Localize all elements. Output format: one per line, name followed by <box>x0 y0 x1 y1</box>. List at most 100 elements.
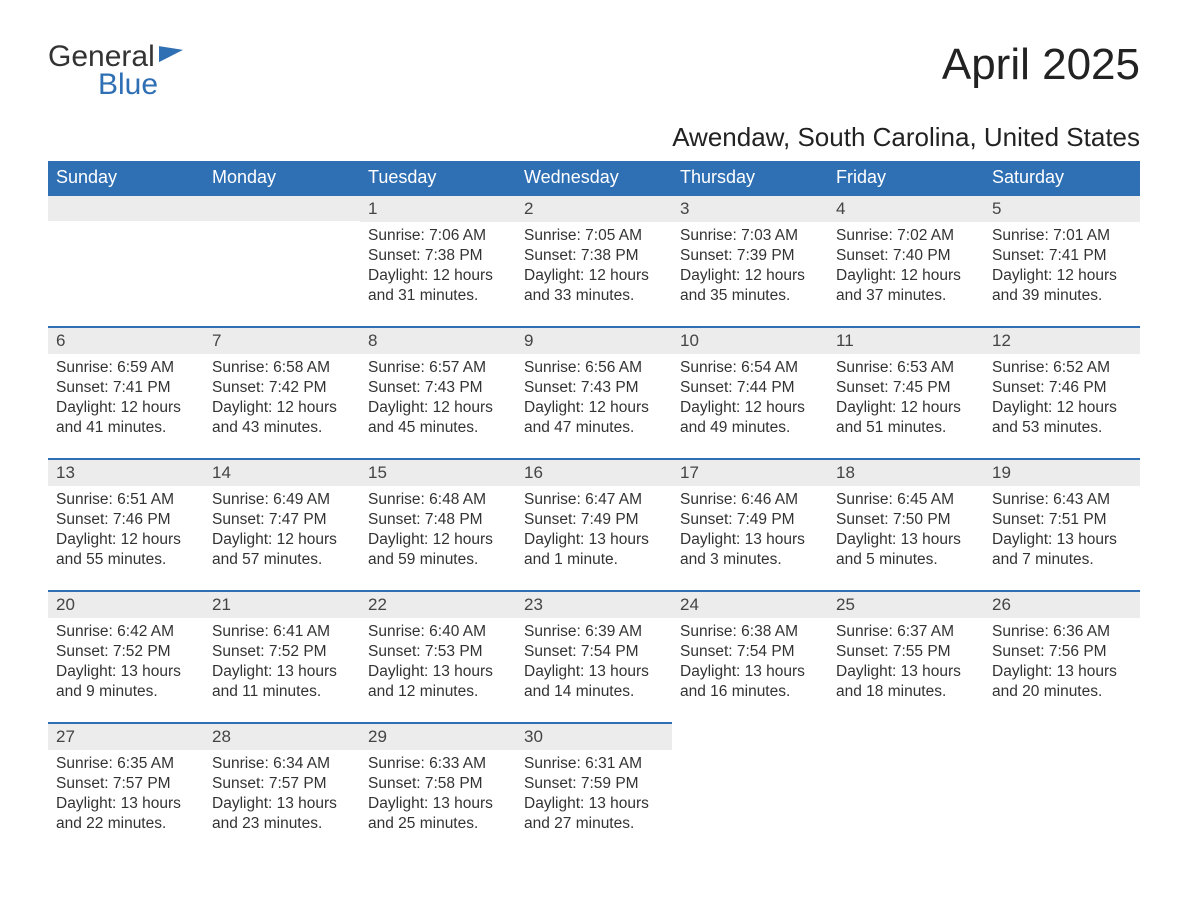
day-number: 2 <box>516 196 672 222</box>
day-info-line: Sunset: 7:57 PM <box>212 774 352 794</box>
day-info-line: Sunset: 7:52 PM <box>212 642 352 662</box>
day-number: 4 <box>828 196 984 222</box>
calendar-cell: 8Sunrise: 6:57 AMSunset: 7:43 PMDaylight… <box>360 327 516 459</box>
day-info-line: Sunset: 7:43 PM <box>524 378 664 398</box>
calendar-cell: 23Sunrise: 6:39 AMSunset: 7:54 PMDayligh… <box>516 591 672 723</box>
day-body: Sunrise: 7:02 AMSunset: 7:40 PMDaylight:… <box>828 222 984 313</box>
day-body: Sunrise: 6:53 AMSunset: 7:45 PMDaylight:… <box>828 354 984 445</box>
day-info-line: Sunset: 7:41 PM <box>56 378 196 398</box>
day-body: Sunrise: 6:31 AMSunset: 7:59 PMDaylight:… <box>516 750 672 841</box>
day-info-line: Daylight: 12 hours and 35 minutes. <box>680 266 820 306</box>
calendar-cell: 7Sunrise: 6:58 AMSunset: 7:42 PMDaylight… <box>204 327 360 459</box>
day-info-line: Sunset: 7:48 PM <box>368 510 508 530</box>
day-info-line: Daylight: 12 hours and 37 minutes. <box>836 266 976 306</box>
day-number: 25 <box>828 592 984 618</box>
day-info-line: Daylight: 13 hours and 25 minutes. <box>368 794 508 834</box>
day-info-line: Sunset: 7:45 PM <box>836 378 976 398</box>
day-info-line: Sunrise: 6:48 AM <box>368 490 508 510</box>
day-info-line: Sunrise: 6:46 AM <box>680 490 820 510</box>
day-body: Sunrise: 6:58 AMSunset: 7:42 PMDaylight:… <box>204 354 360 445</box>
day-info-line: Daylight: 13 hours and 7 minutes. <box>992 530 1132 570</box>
day-info-line: Sunrise: 6:34 AM <box>212 754 352 774</box>
calendar-cell: 30Sunrise: 6:31 AMSunset: 7:59 PMDayligh… <box>516 723 672 855</box>
calendar-cell: 10Sunrise: 6:54 AMSunset: 7:44 PMDayligh… <box>672 327 828 459</box>
day-info-line: Sunset: 7:39 PM <box>680 246 820 266</box>
day-info-line: Sunset: 7:40 PM <box>836 246 976 266</box>
day-info-line: Daylight: 12 hours and 39 minutes. <box>992 266 1132 306</box>
day-body: Sunrise: 6:47 AMSunset: 7:49 PMDaylight:… <box>516 486 672 577</box>
day-body: Sunrise: 6:40 AMSunset: 7:53 PMDaylight:… <box>360 618 516 709</box>
calendar-cell <box>204 195 360 327</box>
day-number: 13 <box>48 460 204 486</box>
day-body: Sunrise: 6:37 AMSunset: 7:55 PMDaylight:… <box>828 618 984 709</box>
calendar-cell: 1Sunrise: 7:06 AMSunset: 7:38 PMDaylight… <box>360 195 516 327</box>
day-info-line: Sunset: 7:49 PM <box>524 510 664 530</box>
page-title: April 2025 <box>942 40 1140 90</box>
calendar-cell: 9Sunrise: 6:56 AMSunset: 7:43 PMDaylight… <box>516 327 672 459</box>
day-info-line: Daylight: 13 hours and 9 minutes. <box>56 662 196 702</box>
logo: General Blue <box>48 40 183 102</box>
calendar-cell: 18Sunrise: 6:45 AMSunset: 7:50 PMDayligh… <box>828 459 984 591</box>
day-info-line: Sunrise: 7:02 AM <box>836 226 976 246</box>
day-number: 29 <box>360 724 516 750</box>
calendar-cell <box>48 195 204 327</box>
day-info-line: Daylight: 12 hours and 53 minutes. <box>992 398 1132 438</box>
calendar-cell: 4Sunrise: 7:02 AMSunset: 7:40 PMDaylight… <box>828 195 984 327</box>
day-info-line: Sunrise: 6:39 AM <box>524 622 664 642</box>
day-info-line: Sunrise: 6:31 AM <box>524 754 664 774</box>
day-number <box>672 723 828 748</box>
day-number: 24 <box>672 592 828 618</box>
day-info-line: Sunset: 7:47 PM <box>212 510 352 530</box>
day-info-line: Sunset: 7:59 PM <box>524 774 664 794</box>
day-number: 8 <box>360 328 516 354</box>
day-info-line: Sunrise: 7:06 AM <box>368 226 508 246</box>
day-body <box>48 221 204 231</box>
day-info-line: Daylight: 12 hours and 51 minutes. <box>836 398 976 438</box>
day-number: 22 <box>360 592 516 618</box>
day-number: 9 <box>516 328 672 354</box>
day-info-line: Sunrise: 6:56 AM <box>524 358 664 378</box>
day-info-line: Sunset: 7:49 PM <box>680 510 820 530</box>
day-info-line: Sunset: 7:54 PM <box>524 642 664 662</box>
calendar-cell <box>672 723 828 855</box>
day-header: Sunday <box>48 161 204 195</box>
day-number: 11 <box>828 328 984 354</box>
day-info-line: Sunset: 7:56 PM <box>992 642 1132 662</box>
day-body: Sunrise: 6:36 AMSunset: 7:56 PMDaylight:… <box>984 618 1140 709</box>
day-body: Sunrise: 6:51 AMSunset: 7:46 PMDaylight:… <box>48 486 204 577</box>
day-body <box>828 748 984 758</box>
day-info-line: Sunrise: 6:41 AM <box>212 622 352 642</box>
day-info-line: Sunset: 7:53 PM <box>368 642 508 662</box>
day-info-line: Sunrise: 6:42 AM <box>56 622 196 642</box>
day-info-line: Sunrise: 6:45 AM <box>836 490 976 510</box>
day-number: 26 <box>984 592 1140 618</box>
day-number <box>984 723 1140 748</box>
day-body: Sunrise: 6:48 AMSunset: 7:48 PMDaylight:… <box>360 486 516 577</box>
day-info-line: Sunset: 7:38 PM <box>368 246 508 266</box>
day-info-line: Sunset: 7:55 PM <box>836 642 976 662</box>
day-info-line: Sunrise: 6:57 AM <box>368 358 508 378</box>
day-body <box>984 748 1140 758</box>
day-info-line: Daylight: 12 hours and 33 minutes. <box>524 266 664 306</box>
day-info-line: Daylight: 12 hours and 55 minutes. <box>56 530 196 570</box>
day-body: Sunrise: 6:38 AMSunset: 7:54 PMDaylight:… <box>672 618 828 709</box>
day-info-line: Daylight: 13 hours and 11 minutes. <box>212 662 352 702</box>
calendar-cell: 11Sunrise: 6:53 AMSunset: 7:45 PMDayligh… <box>828 327 984 459</box>
day-info-line: Sunrise: 6:40 AM <box>368 622 508 642</box>
day-body: Sunrise: 7:05 AMSunset: 7:38 PMDaylight:… <box>516 222 672 313</box>
calendar-cell: 3Sunrise: 7:03 AMSunset: 7:39 PMDaylight… <box>672 195 828 327</box>
calendar-cell: 27Sunrise: 6:35 AMSunset: 7:57 PMDayligh… <box>48 723 204 855</box>
day-number <box>48 196 204 221</box>
day-info-line: Sunset: 7:57 PM <box>56 774 196 794</box>
calendar-cell <box>828 723 984 855</box>
day-number: 28 <box>204 724 360 750</box>
day-info-line: Sunrise: 6:52 AM <box>992 358 1132 378</box>
day-number: 30 <box>516 724 672 750</box>
day-info-line: Daylight: 12 hours and 41 minutes. <box>56 398 196 438</box>
day-number: 6 <box>48 328 204 354</box>
day-number: 14 <box>204 460 360 486</box>
day-number: 20 <box>48 592 204 618</box>
day-info-line: Sunset: 7:38 PM <box>524 246 664 266</box>
calendar-cell: 13Sunrise: 6:51 AMSunset: 7:46 PMDayligh… <box>48 459 204 591</box>
day-info-line: Sunrise: 6:51 AM <box>56 490 196 510</box>
